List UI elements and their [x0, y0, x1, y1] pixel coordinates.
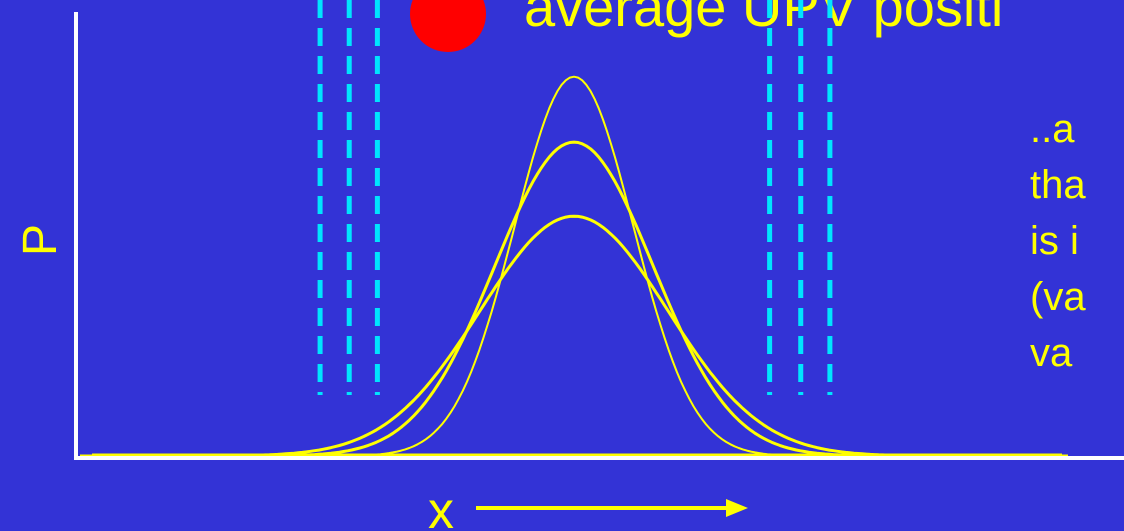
slide-title: average UPV positi — [524, 0, 1003, 38]
y-axis-label: P — [14, 224, 67, 256]
caption-line-5: va — [1030, 331, 1073, 375]
caption-line-1: ..a — [1030, 107, 1075, 151]
caption-line-4: (va — [1030, 275, 1086, 319]
x-arrow-head-icon — [726, 499, 748, 517]
curves — [80, 75, 1068, 458]
curve-series-2 — [80, 140, 1068, 458]
dashed-lines — [317, 0, 833, 395]
curve-series-1 — [80, 75, 1068, 457]
curve-series-3 — [80, 214, 1068, 458]
caption-line-2: tha — [1030, 163, 1086, 207]
red-bullet-icon — [410, 0, 486, 52]
x-axis-label: x — [428, 482, 454, 531]
caption-line-3: is i — [1030, 219, 1079, 263]
